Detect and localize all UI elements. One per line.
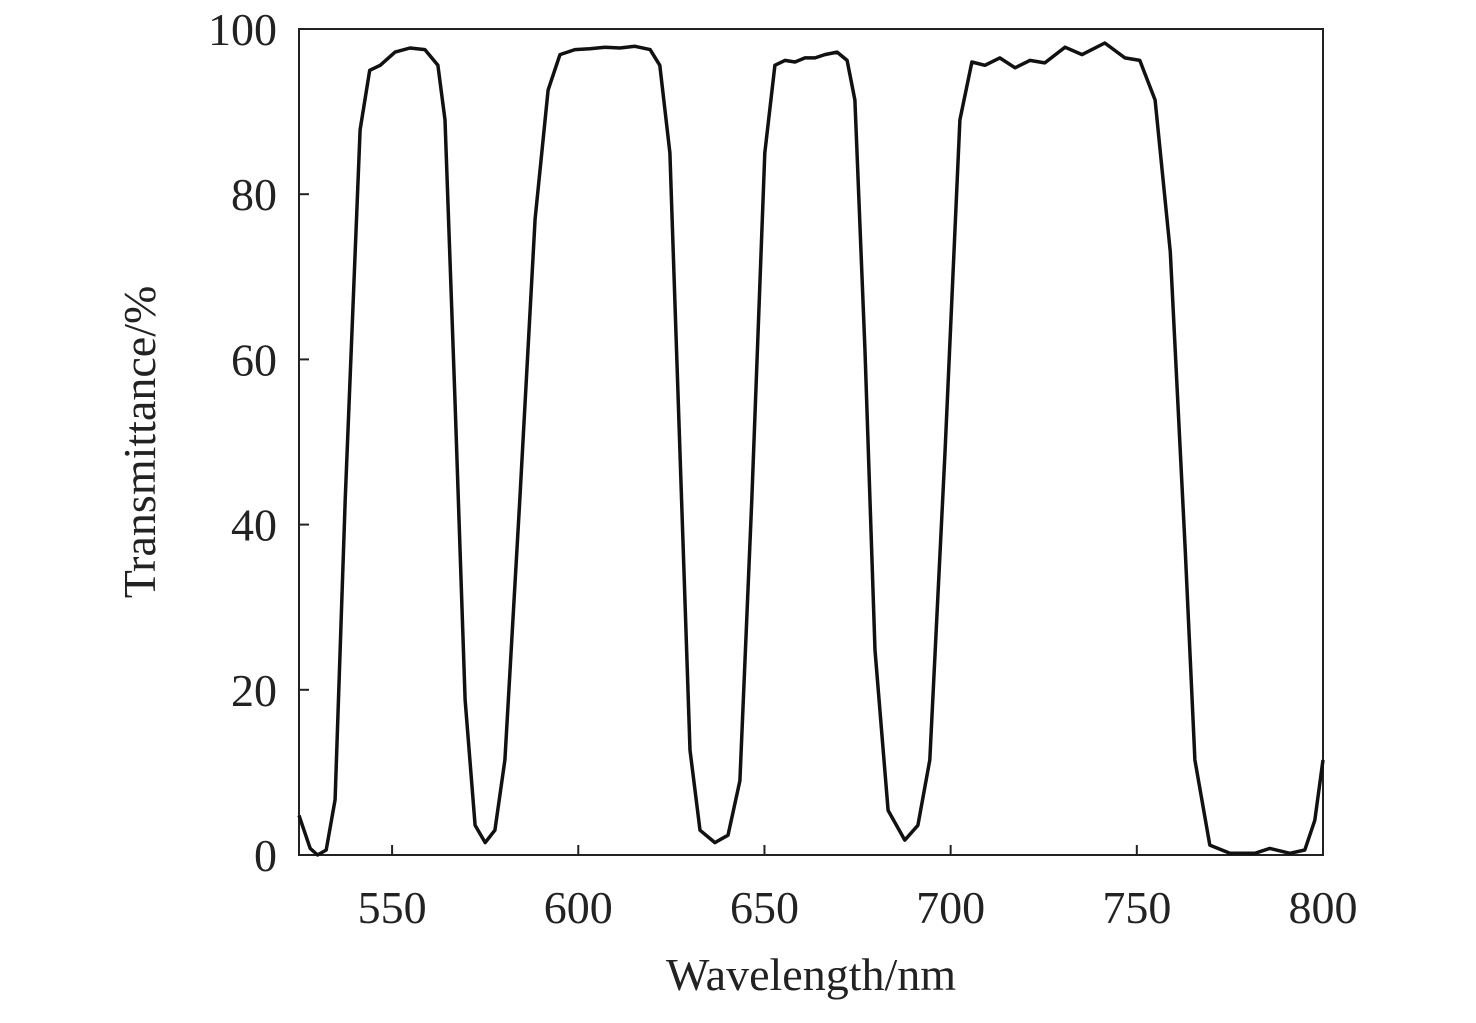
plot-frame [298,28,1324,856]
y-tick-label: 60 [231,334,277,385]
x-tick-label: 550 [358,882,427,933]
y-tick-label: 100 [208,4,277,55]
data-line [297,41,1325,857]
x-tick-label: 650 [730,882,799,933]
x-tick-label: 800 [1289,882,1358,933]
x-tick-label: 700 [916,882,985,933]
y-axis-label: Transmittance/% [114,286,165,599]
x-tick-label: 750 [1102,882,1171,933]
y-tick-label: 0 [254,830,277,881]
y-tick-label: 40 [231,500,277,551]
x-axis-label: Wavelength/nm [666,949,956,1000]
y-tick-label: 80 [231,169,277,220]
y-tick-label: 20 [231,665,277,716]
x-tick-label: 600 [544,882,613,933]
